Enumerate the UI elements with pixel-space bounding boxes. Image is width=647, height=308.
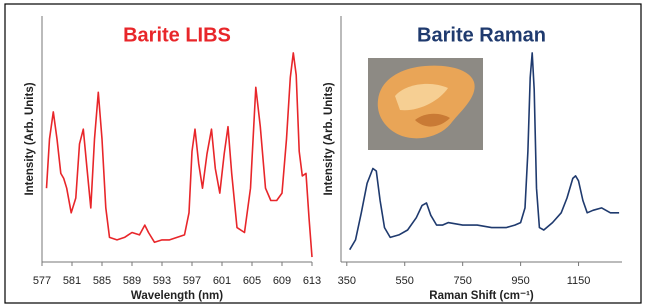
x-tick-label: 601 xyxy=(213,275,231,287)
x-tick-label: 589 xyxy=(123,275,141,287)
spectrum-line xyxy=(47,53,313,257)
y-axis-label: Intensity (Arb. Units) xyxy=(323,82,335,195)
x-axis-label: Wavelength (nm) xyxy=(131,290,223,302)
y-axis-label: Intensity (Arb. Units) xyxy=(24,82,36,195)
x-tick-label: 605 xyxy=(243,275,261,287)
photo-inset xyxy=(368,58,483,150)
x-tick-label: 609 xyxy=(273,275,291,287)
x-tick-label: 585 xyxy=(93,275,111,287)
x-tick-label: 950 xyxy=(511,275,529,287)
x-tick-label: 550 xyxy=(396,275,414,287)
x-tick-label: 597 xyxy=(183,275,201,287)
x-tick-label: 577 xyxy=(33,275,51,287)
x-tick-label: 350 xyxy=(338,275,356,287)
x-tick-label: 581 xyxy=(63,275,81,287)
x-tick-label: 1150 xyxy=(567,275,591,287)
chart-title: Barite Raman xyxy=(417,24,546,46)
chart-title: Barite LIBS xyxy=(123,24,231,46)
x-tick-label: 613 xyxy=(303,275,321,287)
x-tick-label: 593 xyxy=(153,275,171,287)
x-tick-label: 750 xyxy=(453,275,471,287)
figure: 577 581 585 589 593 597 601 605 609 613 Barite LIB… xyxy=(0,0,647,308)
x-axis-label: Raman Shift (cm⁻¹) xyxy=(429,290,534,302)
